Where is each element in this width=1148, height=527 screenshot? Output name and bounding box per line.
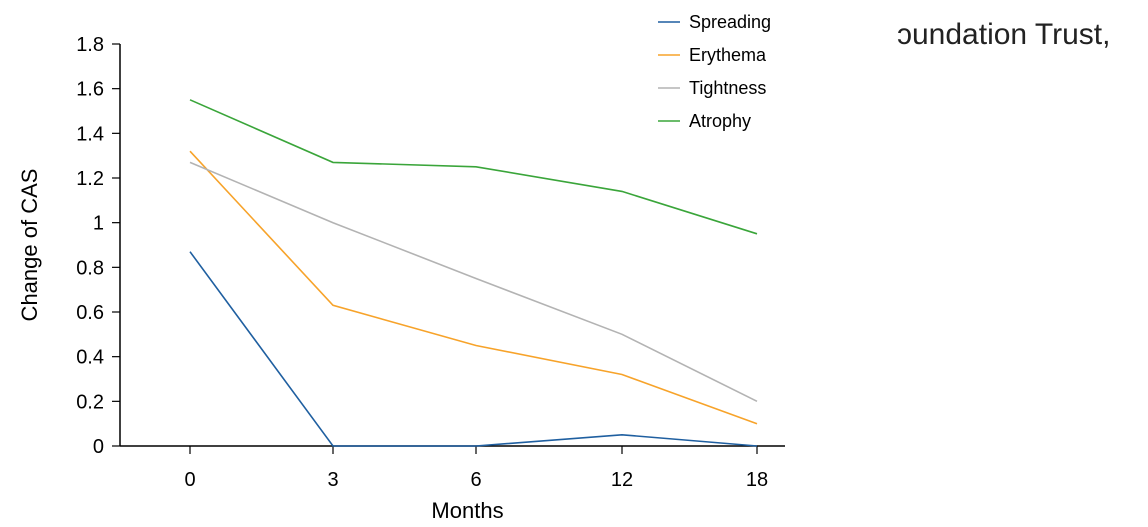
y-tick-label: 0.2: [76, 391, 104, 413]
y-tick-label: 1.8: [76, 34, 104, 56]
x-tick-label: 6: [470, 469, 481, 491]
y-tick-label: 1.4: [76, 123, 104, 145]
x-ticks: 0 3 6 12 18: [184, 446, 768, 491]
x-tick-label: 18: [746, 469, 768, 491]
series-line-atrophy: [189, 99, 758, 235]
y-ticks: 0 0.2 0.4 0.6 0.8 1 1.2 1.4 1.6 1.8: [76, 34, 120, 458]
legend-label-erythema: Erythema: [689, 45, 767, 65]
x-tick-label: 3: [327, 469, 338, 491]
chart-legend: Spreading Erythema Tightness Atrophy: [658, 12, 771, 131]
background-caption-text: ɔundation Trust,: [897, 18, 1111, 51]
legend-label-atrophy: Atrophy: [689, 111, 751, 131]
series-lines: [189, 99, 758, 447]
x-tick-label: 0: [184, 469, 195, 491]
y-tick-label: 0.4: [76, 347, 104, 369]
y-axis-title: Change of CAS: [17, 169, 42, 322]
y-tick-label: 0.8: [76, 257, 104, 279]
chart-axes: [119, 44, 785, 447]
y-tick-label: 0.6: [76, 302, 104, 324]
x-axis-title: Months: [431, 498, 503, 523]
legend-label-spreading: Spreading: [689, 12, 771, 32]
x-tick-label: 12: [611, 469, 633, 491]
y-tick-label: 1.6: [76, 79, 104, 101]
y-tick-label: 0: [93, 436, 104, 458]
series-line-spreading: [189, 251, 758, 447]
y-tick-label: 1: [93, 213, 104, 235]
legend-label-tightness: Tightness: [689, 78, 766, 98]
series-line-erythema: [189, 150, 758, 425]
y-tick-label: 1.2: [76, 168, 104, 190]
series-line-tightness: [189, 161, 758, 403]
